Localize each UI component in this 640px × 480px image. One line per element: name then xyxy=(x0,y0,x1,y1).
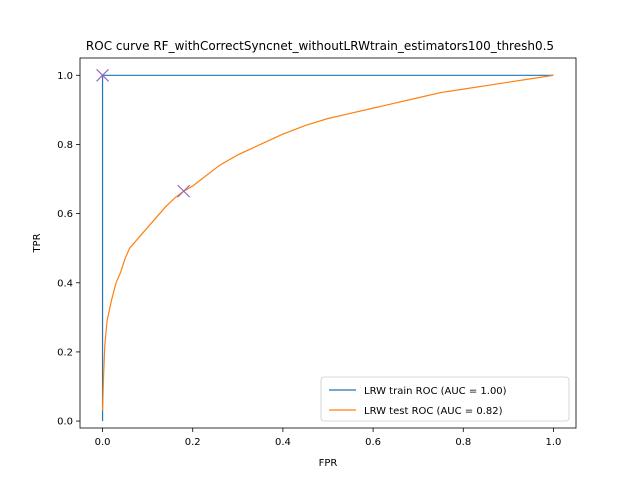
threshold-marker-0 xyxy=(96,68,109,82)
y-tick-label: 0.4 xyxy=(57,278,73,289)
marker-stroke xyxy=(177,184,191,198)
x-tick-label: 0.2 xyxy=(185,437,201,448)
x-tick-label: 0.0 xyxy=(95,437,111,448)
plot-area xyxy=(80,58,576,428)
legend-label-1: LRW test ROC (AUC = 0.82) xyxy=(364,406,503,417)
y-tick-label: 1.0 xyxy=(57,71,73,82)
y-tick-label: 0.0 xyxy=(57,417,73,428)
legend-box xyxy=(320,376,570,422)
y-axis-label: TPR xyxy=(32,233,43,253)
chart-title: ROC curve RF_withCorrectSyncnet_withoutL… xyxy=(86,39,554,53)
x-axis-label: FPR xyxy=(319,458,338,469)
plot-frame xyxy=(79,57,577,429)
y-ticks: 0.0 0.2 0.4 0.6 0.8 1.0 xyxy=(57,71,80,428)
x-tick-label: 1.0 xyxy=(546,437,562,448)
series-layer xyxy=(101,74,554,422)
x-ticks: 0.0 0.2 0.4 0.6 0.8 1.0 xyxy=(95,428,562,448)
marker-layer xyxy=(96,68,191,198)
x-tick-label: 0.4 xyxy=(275,437,291,448)
y-tick-label: 0.6 xyxy=(57,209,73,220)
marker-stroke xyxy=(96,68,109,82)
series-line-1 xyxy=(101,74,554,411)
legend: LRW train ROC (AUC = 1.00) LRW test ROC (… xyxy=(320,376,570,422)
x-tick-label: 0.8 xyxy=(455,437,471,448)
threshold-marker-1 xyxy=(177,184,191,198)
y-tick-label: 0.8 xyxy=(57,140,73,151)
legend-label-0: LRW train ROC (AUC = 1.00) xyxy=(364,386,507,397)
x-tick-label: 0.6 xyxy=(365,437,381,448)
y-tick-label: 0.2 xyxy=(57,347,73,358)
